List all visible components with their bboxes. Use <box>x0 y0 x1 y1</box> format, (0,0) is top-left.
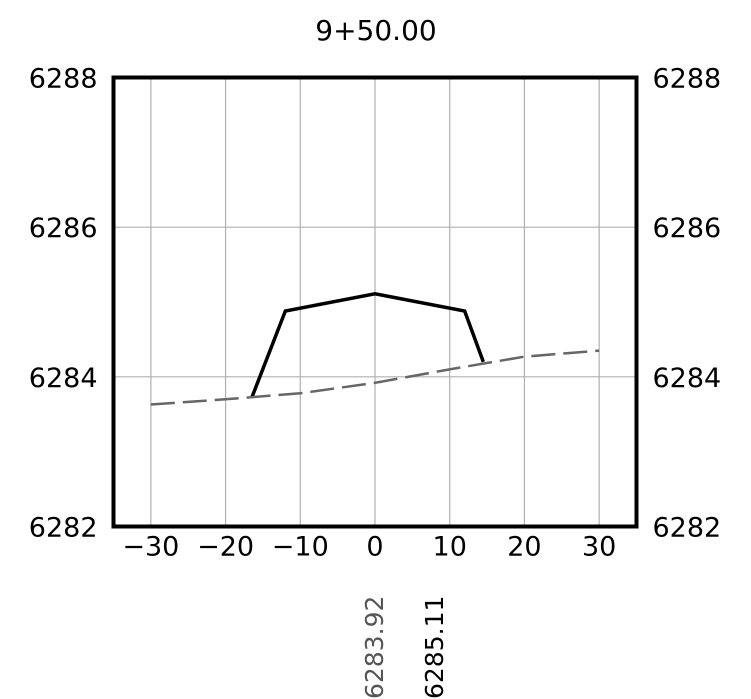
y-tick-label-right: 6284 <box>653 363 722 394</box>
x-tick-label: 20 <box>507 532 541 563</box>
tick-labels: −30 −20 −10 0 10 20 30 6282 6282 6284 6284 6286 6286… <box>29 64 721 563</box>
series-line-dashed <box>150 349 600 406</box>
x-tick-label: −20 <box>197 532 254 563</box>
x-tick-label: 10 <box>433 532 467 563</box>
y-tick-label-right: 6286 <box>653 213 722 244</box>
series-group <box>150 291 600 406</box>
x-tick-label: −10 <box>272 532 329 563</box>
plot-frame <box>111 75 639 529</box>
bottom-elevation-label: 6283.92 <box>360 596 389 699</box>
y-tick-label-left: 6284 <box>29 363 98 394</box>
y-tick-label-right: 6288 <box>653 64 722 95</box>
chart-title: 9+50.00 <box>315 14 436 47</box>
y-tick-label-left: 6288 <box>29 64 98 95</box>
series-line-solid <box>250 291 485 399</box>
x-tick-label: 30 <box>582 532 616 563</box>
y-tick-label-left: 6286 <box>29 213 98 244</box>
y-tick-label-right: 6282 <box>653 513 722 544</box>
y-tick-label-left: 6282 <box>29 513 98 544</box>
grid <box>113 76 637 528</box>
x-tick-label: 0 <box>366 532 383 563</box>
bottom-labels: 6283.92 6285.11 <box>360 596 449 699</box>
bottom-elevation-label: 6285.11 <box>420 596 449 699</box>
x-tick-label: −30 <box>122 532 179 563</box>
